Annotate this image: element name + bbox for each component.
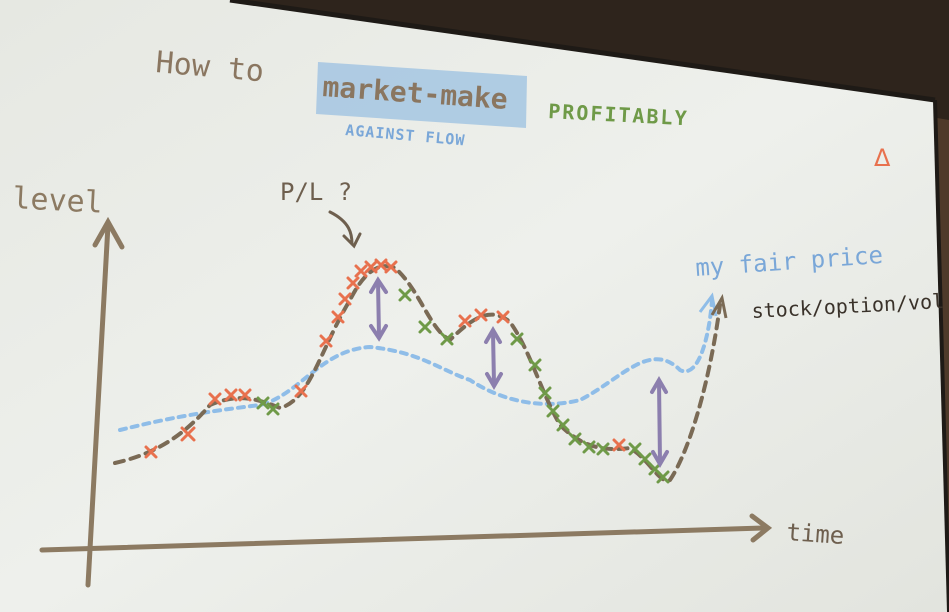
pl-label: P/L ? <box>280 178 352 206</box>
buy-marker <box>596 442 610 456</box>
spread-arrow-1 <box>369 276 388 342</box>
sell-marker <box>374 258 388 272</box>
y-axis-label: level <box>12 181 104 221</box>
buy-marker <box>528 358 542 372</box>
sell-marker <box>384 260 398 274</box>
sell-marker <box>474 308 488 322</box>
sell-marker <box>331 310 345 324</box>
sell-marker <box>612 438 626 452</box>
x-axis <box>39 513 773 553</box>
sell-marker <box>294 384 308 398</box>
title-highlight-box <box>316 62 527 128</box>
x-axis-label: time <box>786 518 846 550</box>
sell-marker <box>496 310 510 324</box>
buy-marker <box>628 442 642 456</box>
buy-marker <box>638 452 652 466</box>
sell-marker <box>208 392 222 406</box>
buy-marker <box>582 440 596 454</box>
spread-arrow-2 <box>484 326 503 390</box>
buy-marker <box>266 402 280 416</box>
sell-marker <box>144 445 158 459</box>
sell-marker <box>224 388 238 402</box>
sell-markers <box>144 258 626 459</box>
buy-marker <box>418 320 432 334</box>
logo-delta-icon: Δ <box>874 144 891 172</box>
buy-marker <box>656 470 670 484</box>
y-axis <box>85 216 125 588</box>
sell-marker <box>319 334 333 348</box>
screen-top-border <box>229 0 936 103</box>
buy-marker <box>398 288 412 302</box>
spread-arrows <box>369 276 669 468</box>
buy-marker <box>568 432 582 446</box>
buy-marker <box>510 332 524 346</box>
price-line-arrowhead <box>710 293 728 319</box>
sell-marker <box>180 426 196 442</box>
buy-marker <box>546 404 560 418</box>
buy-marker <box>556 418 570 432</box>
sell-marker <box>364 260 378 274</box>
pl-pointer-arrow <box>328 210 362 249</box>
sell-marker <box>346 276 360 290</box>
sell-marker <box>238 388 252 402</box>
screen-right-border <box>933 99 949 612</box>
sell-marker <box>354 264 368 278</box>
buy-marker <box>440 332 454 346</box>
sell-marker <box>338 292 352 306</box>
buy-markers <box>256 288 670 484</box>
sell-marker <box>458 314 472 328</box>
buy-marker <box>256 396 270 410</box>
buy-marker <box>538 386 552 400</box>
spread-arrow-3 <box>650 376 669 468</box>
